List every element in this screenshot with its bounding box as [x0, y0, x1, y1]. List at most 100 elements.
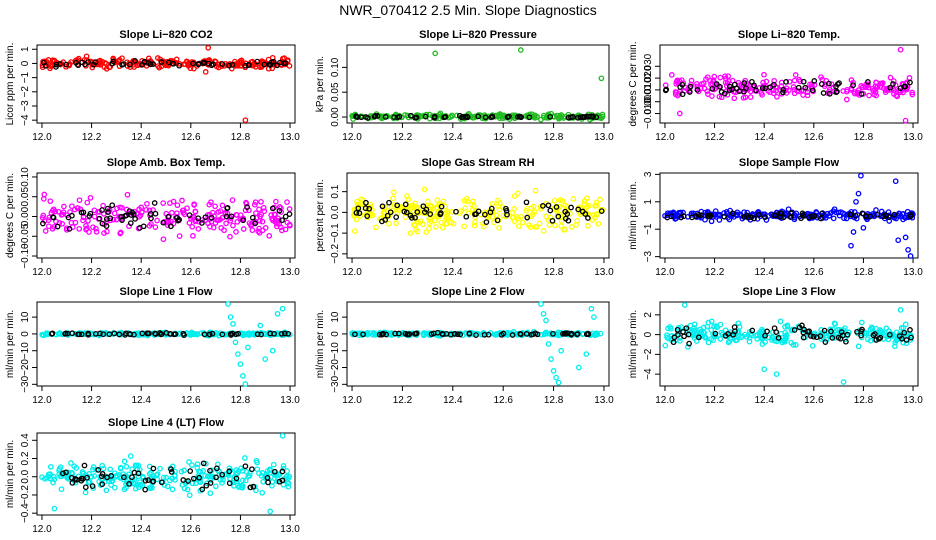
data-point-all [207, 477, 214, 484]
data-point-line [821, 327, 828, 334]
panel-2: Slope Li−820 Pressure 12.0 12.2 12.4 12.6 12.… [315, 29, 614, 143]
data-point-line [843, 338, 849, 345]
data-point-line [152, 330, 158, 337]
data-point-line [826, 80, 832, 87]
data-point-all [445, 215, 452, 222]
data-point-line [165, 213, 172, 220]
x-tick-label: 12.6 [181, 524, 201, 535]
data-point-line [783, 79, 789, 85]
data-point-all [434, 197, 441, 203]
y-axis-label: ml/min per min. [5, 310, 16, 378]
data-point-all [560, 227, 567, 233]
data-point-all [100, 202, 106, 209]
data-point-line [85, 331, 92, 338]
data-point-all [279, 432, 286, 439]
data-point-all [390, 189, 397, 196]
data-point-all [664, 332, 670, 338]
data-point-all [256, 217, 263, 224]
data-point-line [751, 82, 757, 89]
data-point-line [103, 223, 110, 229]
data-point-line [437, 210, 444, 216]
data-point-line [741, 80, 748, 86]
data-point-all [496, 111, 502, 118]
data-point-line [807, 333, 814, 339]
data-point-line [482, 211, 488, 218]
data-point-all [716, 93, 723, 100]
data-point-line [859, 210, 866, 217]
data-point-all [853, 198, 859, 205]
data-point-all [69, 203, 75, 210]
y-axis-label: ml/min per min. [315, 310, 326, 378]
data-point-line [226, 62, 233, 69]
data-point-line [53, 61, 60, 68]
data-point-all [169, 209, 175, 216]
y-tick-label: 0.020 [643, 65, 654, 90]
data-point-all [746, 85, 753, 92]
data-point-all [424, 198, 431, 205]
data-point-line [208, 214, 215, 221]
data-point-line [229, 62, 236, 68]
y-tick-label: 0.00 [330, 107, 341, 127]
data-point-line [795, 84, 802, 91]
data-point-line [829, 335, 836, 341]
data-point-all [167, 200, 173, 206]
data-point-line [63, 469, 69, 476]
x-tick-label: 12.6 [493, 267, 513, 278]
data-point-line [196, 474, 203, 481]
x-tick-label: 12.2 [82, 524, 102, 535]
data-point-all [570, 196, 577, 202]
data-point-all [68, 460, 74, 466]
data-point-all [271, 211, 278, 218]
data-point-all [557, 214, 564, 221]
data-point-all [788, 327, 795, 334]
data-point-all [878, 328, 884, 335]
data-point-line [181, 332, 187, 338]
data-point-all [195, 226, 202, 232]
data-point-all [160, 200, 167, 206]
data-point-line [833, 89, 840, 96]
data-point-line [353, 209, 360, 216]
y-tick-label: 0.4 [20, 433, 31, 447]
data-point-all [262, 356, 269, 362]
data-point-all [707, 77, 714, 84]
data-point-line [99, 207, 105, 213]
data-point-line [362, 205, 369, 212]
y-tick-label: −0.1 [330, 223, 341, 243]
data-point-all [668, 325, 674, 332]
data-point-line [85, 59, 92, 65]
data-point-line [764, 328, 770, 335]
data-point-all [99, 462, 106, 469]
data-point-all [597, 114, 603, 121]
data-point-all [202, 472, 208, 479]
data-point-line [129, 209, 136, 216]
data-point-line [553, 204, 560, 210]
panel-9: Slope Line 3 Flow 12.0 12.2 12.4 12.6 12.8 13.… [628, 286, 923, 406]
data-point-all [575, 364, 582, 371]
data-point-line [729, 210, 736, 217]
data-point-all [468, 201, 475, 208]
data-point-line [730, 331, 737, 338]
data-point-all [591, 314, 597, 320]
data-point-all [769, 334, 775, 340]
data-point-all [58, 486, 65, 493]
data-point-line [749, 327, 756, 334]
data-point-all [844, 88, 850, 95]
data-point-all [249, 227, 256, 234]
data-point-all [82, 489, 89, 496]
data-point-all [79, 469, 86, 475]
data-point-line [874, 211, 881, 218]
data-point-all [144, 200, 150, 207]
y-tick-label: 1 [643, 199, 654, 205]
data-point-all [233, 211, 240, 218]
data-point-line [568, 331, 575, 338]
data-point-line [219, 471, 226, 478]
data-point-all [41, 191, 48, 198]
panel-title: Slope Li−820 Temp. [738, 29, 840, 41]
data-point-line [547, 207, 554, 214]
data-point-all [251, 201, 258, 208]
data-point-line [282, 213, 289, 220]
data-point-line [780, 89, 786, 96]
data-point-all [804, 92, 811, 99]
data-point-line [279, 217, 285, 224]
data-point-line [106, 331, 113, 338]
